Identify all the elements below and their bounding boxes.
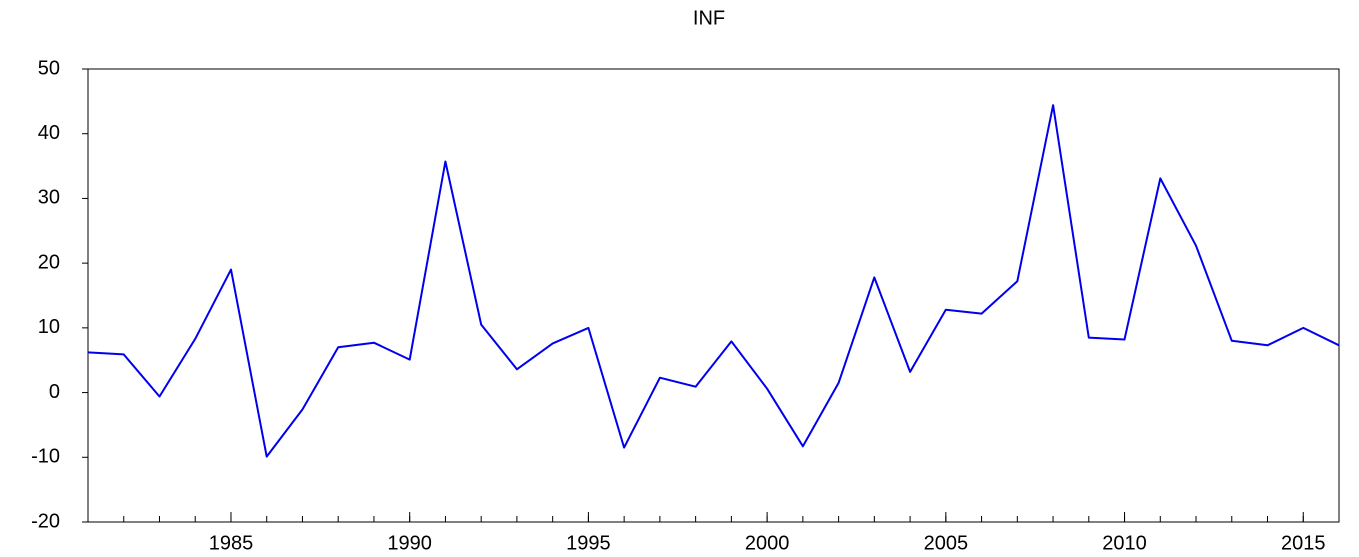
y-tick-label: -20 bbox=[31, 510, 60, 532]
x-tick-label: 2015 bbox=[1281, 532, 1326, 554]
y-tick-label: 0 bbox=[49, 381, 60, 403]
y-tick-label: 10 bbox=[38, 316, 60, 338]
x-tick-label: 1995 bbox=[566, 532, 611, 554]
y-tick-label: -10 bbox=[31, 446, 60, 468]
x-tick-label: 1985 bbox=[209, 532, 254, 554]
x-tick-label: 2000 bbox=[745, 532, 790, 554]
chart-title: INF bbox=[693, 7, 725, 29]
y-tick-label: 50 bbox=[38, 57, 60, 79]
x-tick-label: 1990 bbox=[387, 532, 432, 554]
y-tick-label: 40 bbox=[38, 122, 60, 144]
y-tick-label: 30 bbox=[38, 187, 60, 209]
y-tick-label: 20 bbox=[38, 251, 60, 273]
x-tick-label: 2005 bbox=[924, 532, 969, 554]
x-tick-label: 2010 bbox=[1102, 532, 1147, 554]
plot-frame bbox=[87, 68, 1340, 523]
data-line bbox=[87, 104, 1340, 458]
